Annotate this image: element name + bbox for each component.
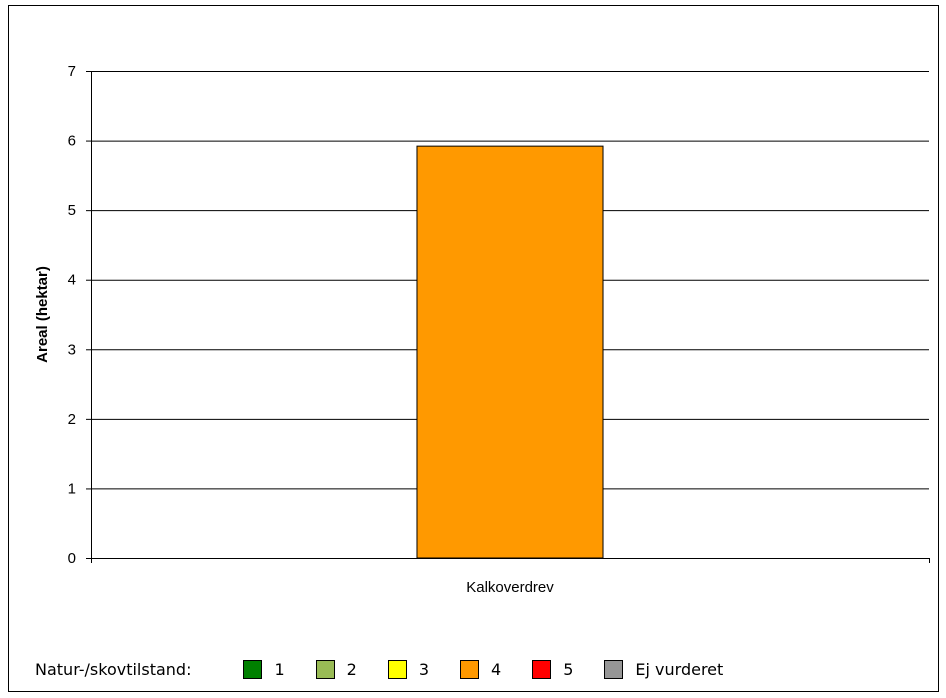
y-tick-label: 6	[68, 133, 76, 150]
bar-chart: 0 1 2 3 4 5 6 7 Kalkoverdrev Areal (hektar)	[34, 63, 930, 596]
legend-items: 1 2 3 4 5 Ej vurderet	[243, 659, 724, 679]
axes	[86, 71, 930, 563]
y-tick-label: 4	[68, 272, 76, 289]
legend-swatch	[532, 659, 552, 679]
legend-label: 2	[346, 659, 357, 679]
y-tick-labels: 0 1 2 3 4 5 6 7	[68, 63, 76, 567]
bar	[416, 145, 604, 559]
legend: Natur-/skovtilstand: 1 2 3 4 5 Ej vurderet	[35, 658, 723, 680]
legend-item: 5	[532, 659, 574, 679]
legend-swatch	[604, 659, 624, 679]
legend-swatch	[387, 659, 407, 679]
x-category-label: Kalkoverdrev	[466, 579, 554, 596]
legend-item: 4	[460, 659, 502, 679]
legend-item: 2	[315, 659, 357, 679]
y-tick-label: 7	[68, 63, 76, 80]
y-axis-title: Areal (hektar)	[34, 266, 51, 363]
legend-item: 1	[243, 659, 285, 679]
legend-label: Ej vurderet	[635, 659, 724, 679]
bars	[416, 145, 604, 559]
y-tick-label: 0	[68, 550, 76, 567]
legend-swatch	[460, 659, 480, 679]
legend-label: 4	[491, 659, 502, 679]
y-tick-label: 2	[68, 411, 76, 428]
y-tick-label: 5	[68, 202, 76, 219]
x-category-labels: Kalkoverdrev	[466, 579, 554, 596]
legend-label: 5	[563, 659, 574, 679]
legend-item: Ej vurderet	[604, 659, 724, 679]
legend-item: 3	[387, 659, 430, 679]
legend-label: 3	[418, 659, 430, 679]
chart-frame: 0 1 2 3 4 5 6 7 Kalkoverdrev Areal (hektar) Nat…	[8, 5, 939, 692]
legend-swatch	[315, 659, 335, 679]
legend-label: 1	[274, 659, 285, 679]
y-tick-label: 3	[68, 341, 76, 358]
legend-title: Natur-/skovtilstand:	[35, 659, 192, 679]
y-tick-label: 1	[68, 480, 76, 497]
legend-swatch	[243, 659, 263, 679]
